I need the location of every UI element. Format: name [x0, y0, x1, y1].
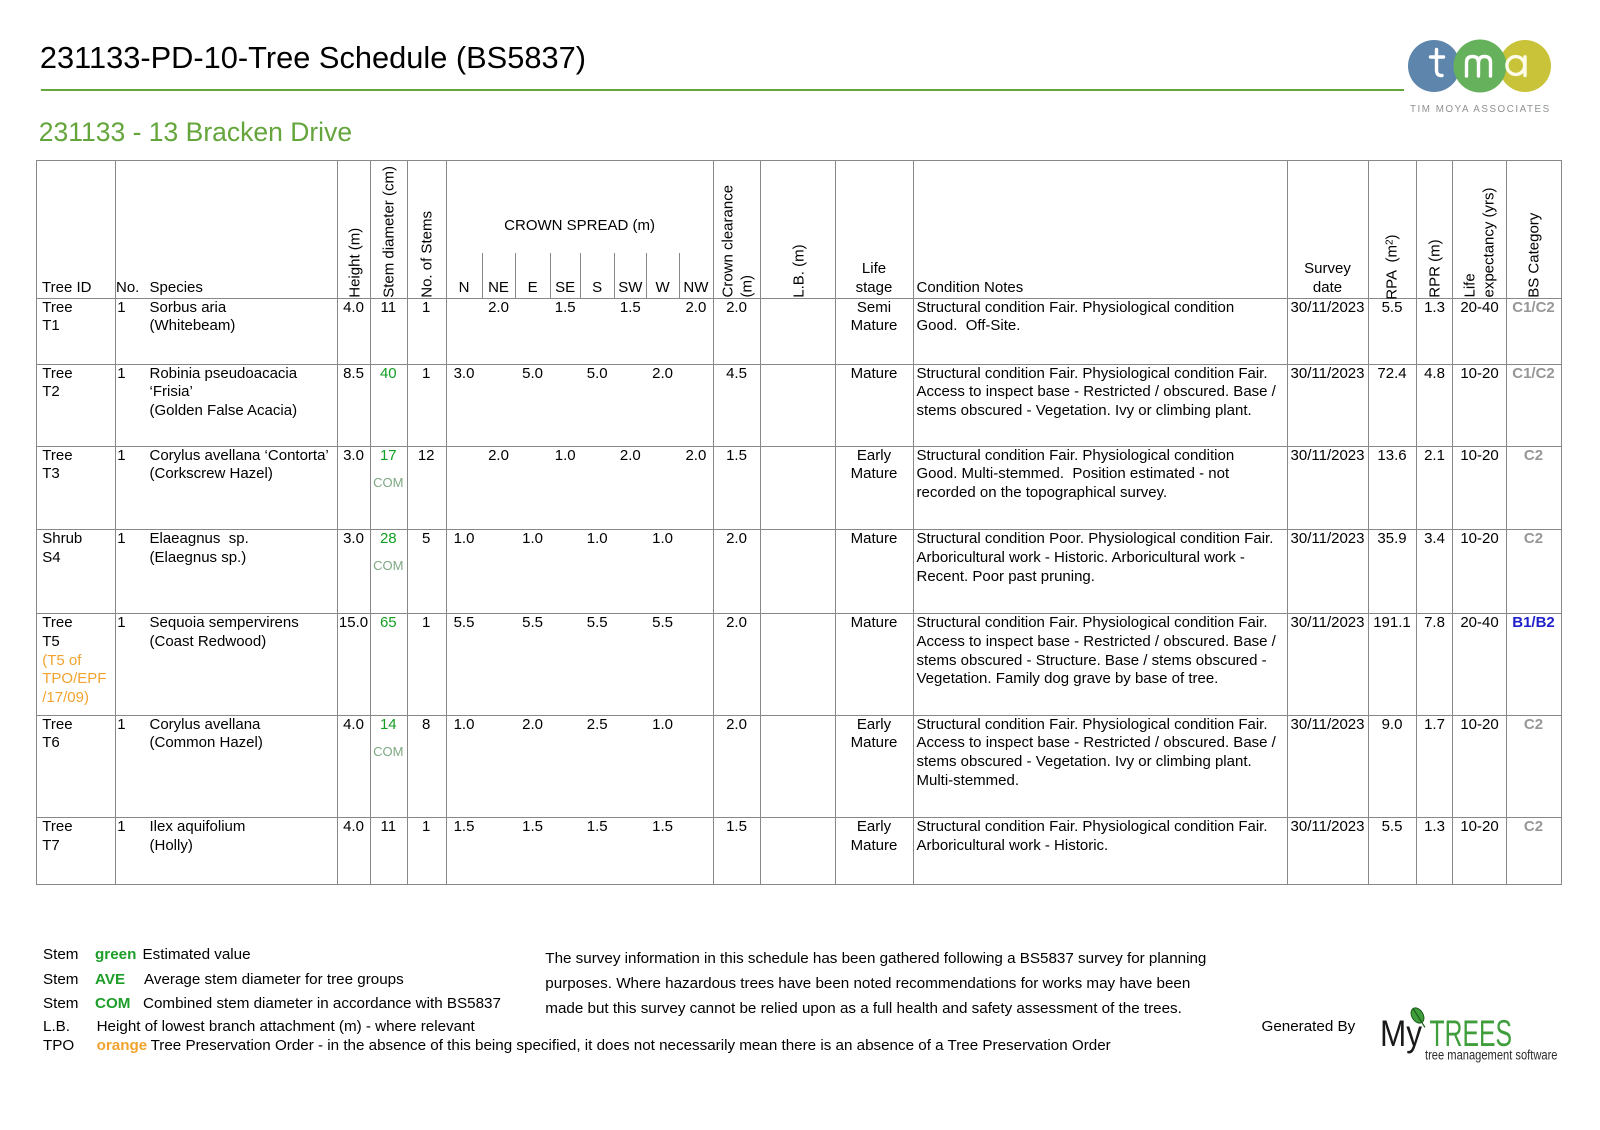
svg-text:TIM MOYA ASSOCIATES: TIM MOYA ASSOCIATES [1410, 104, 1551, 115]
svg-text:TREES: TREES [1429, 1013, 1512, 1054]
svg-text:tree management software: tree management software [1425, 1048, 1558, 1063]
